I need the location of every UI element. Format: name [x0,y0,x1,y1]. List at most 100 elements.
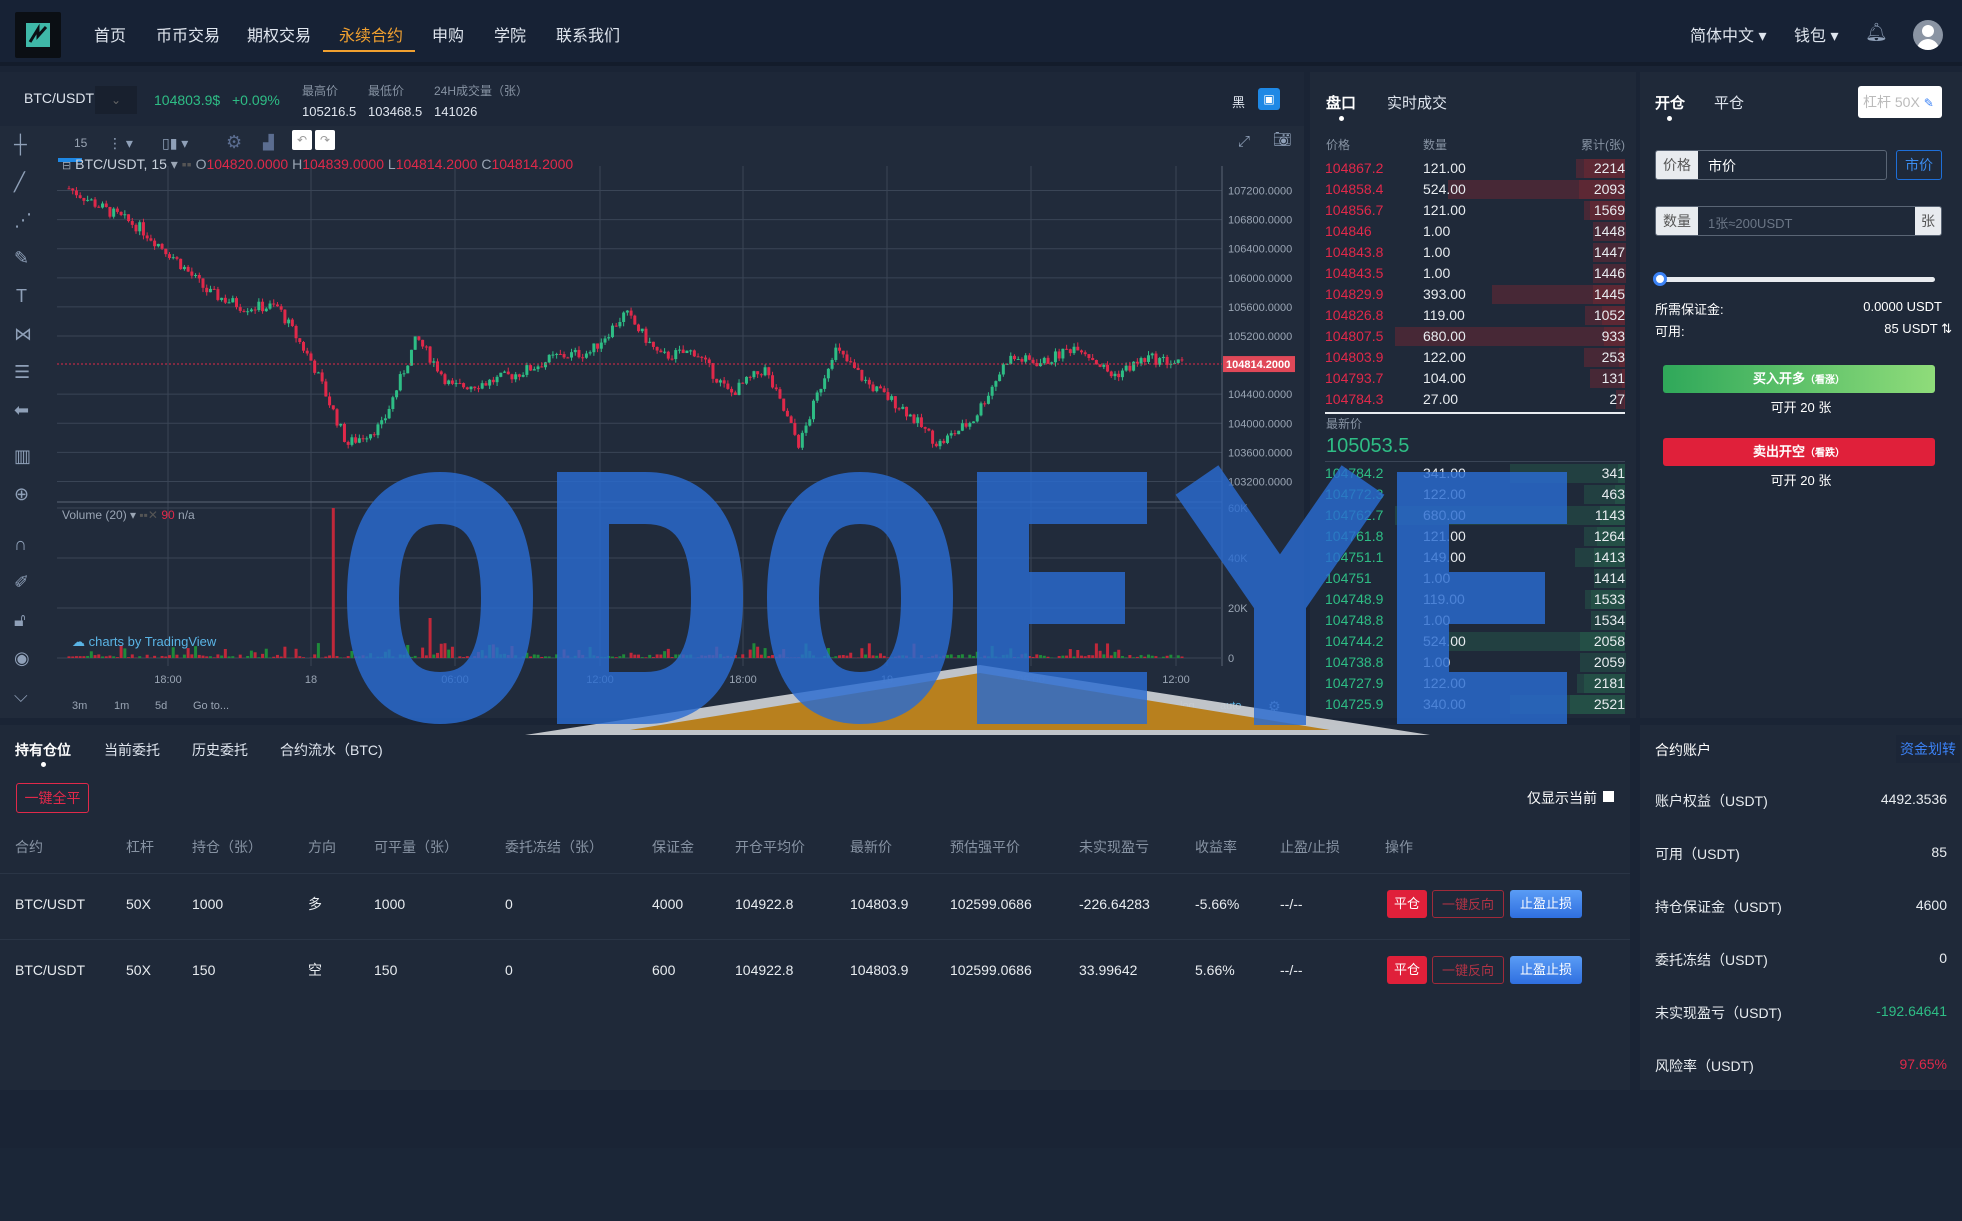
transfer-icon[interactable]: ⇅ [1941,321,1952,336]
leverage-button[interactable]: 杠杆 50X ✎ [1858,86,1942,118]
tab-open[interactable]: 开仓 [1655,95,1686,112]
bid-row[interactable]: 104748.8 1.00 1534 [1325,610,1625,631]
ask-row[interactable]: 104784.3 27.00 27 [1325,389,1625,410]
percent-toggle[interactable]: % [1146,700,1156,712]
bid-row[interactable]: 104772.3 122.00 463 [1325,484,1625,505]
ask-row[interactable]: 104829.9 393.00 1445 [1325,284,1625,305]
tab-order-history[interactable]: 历史委托 [192,742,248,758]
ask-row[interactable]: 104843.5 1.00 1446 [1325,263,1625,284]
wallet-dropdown[interactable]: 钱包 ▾ [1794,28,1839,45]
reverse-button[interactable]: 一键反向 [1432,890,1504,918]
undo-button[interactable]: ↶ [292,130,312,150]
tp-sl-button[interactable]: 止盈止损 [1510,890,1582,918]
nav-academy[interactable]: 学院 [494,28,527,45]
only-current-checkbox[interactable] [1603,791,1614,802]
bid-row[interactable]: 104762.7 680.00 1143 [1325,505,1625,526]
quantity-field[interactable]: 数量 1张≈200USDT 张 [1655,206,1942,236]
ruler-icon[interactable]: ☰ [14,362,31,382]
candle-type-icon[interactable]: ▯▮ ▾ [162,135,189,151]
nav-home[interactable]: 首页 [94,28,127,45]
ask-row[interactable]: 104793.7 104.00 131 [1325,368,1625,389]
sell-short-button[interactable]: 卖出开空（看跌） [1663,438,1935,466]
zoom-in-icon[interactable]: ⊕ [14,484,30,504]
ask-row[interactable]: 104858.4 524.00 2093 [1325,179,1625,200]
tab-trades[interactable]: 实时成交 [1387,95,1448,112]
ask-row[interactable]: 104826.8 119.00 1052 [1325,305,1625,326]
buy-long-button[interactable]: 买入开多（看涨） [1663,365,1935,393]
more-intervals-icon[interactable]: ⋮ ▾ [108,135,133,151]
lock-icon[interactable]: 🔓︎ [14,610,26,630]
bid-row[interactable]: 104727.9 122.00 2181 [1325,673,1625,694]
settings-icon[interactable]: ⚙ [226,132,243,152]
eye-icon[interactable]: ◉ [14,648,30,668]
bid-row[interactable]: 104761.8 121.00 1264 [1325,526,1625,547]
tab-close[interactable]: 平仓 [1714,95,1745,112]
reverse-button[interactable]: 一键反向 [1432,956,1504,984]
range-3m[interactable]: 3m [72,700,88,712]
logo[interactable] [15,12,61,58]
arrow-left-icon[interactable]: ⬅ [14,400,30,420]
bid-row[interactable]: 104748.9 119.00 1533 [1325,589,1625,610]
tradingview-credit[interactable]: ☁ charts by TradingView [72,634,216,649]
magnet-icon[interactable]: ∩ [14,534,27,554]
legend-symbol[interactable]: BTC/USDT, 15 [75,156,167,172]
camera-icon[interactable]: 📷︎ [1273,131,1293,148]
brush-icon[interactable]: ✎ [14,248,30,268]
market-price-button[interactable]: 市价 [1896,150,1942,180]
text-icon[interactable]: T [16,286,27,306]
pair-dropdown[interactable]: ⌄ [95,86,137,114]
ask-row[interactable]: 104803.9 122.00 253 [1325,347,1625,368]
bell-icon[interactable]: 🔔︎ [1865,22,1888,42]
slider-handle[interactable] [1653,272,1667,286]
bid-row[interactable]: 104744.2 524.00 2058 [1325,631,1625,652]
nav-spot[interactable]: 币币交易 [156,28,221,45]
crosshair-icon[interactable]: ┼ [14,134,27,154]
close-all-button[interactable]: 一键全平 [16,783,89,813]
nav-contact[interactable]: 联系我们 [556,28,621,45]
tab-open-orders[interactable]: 当前委托 [104,742,160,758]
nav-subscribe[interactable]: 申购 [432,28,465,45]
auto-toggle[interactable]: auto [1220,700,1242,712]
goto-button[interactable]: Go to... [193,700,230,712]
fib-icon[interactable]: ⋰ [14,210,32,230]
tab-positions[interactable]: 持有仓位 [15,742,71,758]
price-field[interactable]: 价格 市价 [1655,150,1887,180]
bid-row[interactable]: 104784.2 341.00 341 [1325,463,1625,484]
price-chart[interactable]: 107200.0000 106800.0000 106400.0000 106000.… [0,126,1304,718]
language-dropdown[interactable]: 简体中文 ▾ [1690,28,1767,45]
chevron-down-icon[interactable]: ⌵ [14,686,28,706]
nav-perpetual[interactable]: 永续合约 [339,28,404,45]
bid-row[interactable]: 104725.9 340.00 2521 [1325,694,1625,715]
ask-row[interactable]: 104856.7 121.00 1569 [1325,200,1625,221]
close-position-button[interactable]: 平仓 [1387,890,1427,918]
redo-button[interactable]: ↷ [315,130,335,150]
ask-row[interactable]: 104846 1.00 1448 [1325,221,1625,242]
ask-row[interactable]: 104807.5 680.00 933 [1325,326,1625,347]
close-position-button[interactable]: 平仓 [1387,956,1427,984]
nav-options[interactable]: 期权交易 [247,28,312,45]
amount-slider[interactable] [1653,272,1935,286]
bid-row[interactable]: 104738.8 1.00 2059 [1325,652,1625,673]
chart-settings-icon[interactable]: ⚙ [1268,698,1281,714]
tab-orderbook[interactable]: 盘口 [1326,95,1357,112]
theme-light-toggle[interactable]: ▣ [1258,88,1280,110]
fullscreen-icon[interactable]: ⤢ [1238,133,1251,150]
range-5d[interactable]: 5d [155,700,168,712]
range-1m[interactable]: 1m [114,700,130,712]
indicators-icon[interactable]: ▟ [263,134,274,150]
transfer-button[interactable]: 资金划转 [1896,735,1960,763]
pattern-icon[interactable]: ⋈ [14,324,32,344]
trend-line-icon[interactable]: ╱ [14,172,25,192]
measure-icon[interactable]: ▥ [14,446,32,466]
theme-dark-toggle[interactable]: 黑 [1232,95,1246,110]
bid-row[interactable]: 104751.1 149.00 1413 [1325,547,1625,568]
lock-drawing-icon[interactable]: ✐ [14,572,30,592]
volume-study-label[interactable]: Volume (20) [62,508,127,522]
interval-select[interactable]: 15 [74,136,88,150]
avatar[interactable] [1913,20,1943,50]
legend-controls-icon[interactable]: ▪▪ [181,156,192,172]
ask-row[interactable]: 104867.2 121.00 2214 [1325,158,1625,179]
tp-sl-button[interactable]: 止盈止损 [1510,956,1582,984]
ask-row[interactable]: 104843.8 1.00 1447 [1325,242,1625,263]
tab-contract-flow[interactable]: 合约流水（BTC) [280,742,383,758]
